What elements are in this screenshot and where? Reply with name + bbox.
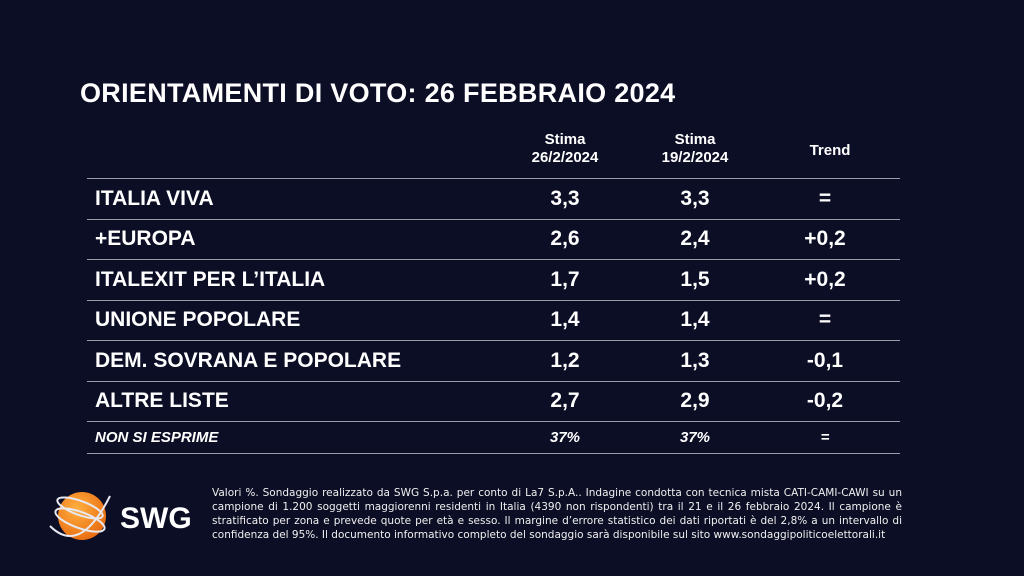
stima-previous: 1,4 [680,308,710,332]
stima-previous: 2,4 [680,227,710,251]
header-date: 26/2/2024 [531,149,599,166]
svg-text:SWG: SWG [120,502,192,535]
party-name: DEM. SOVRANA E POPOLARE [95,348,402,372]
stima-current: 37% [549,429,581,446]
stima-previous: 3,3 [680,186,710,210]
methodology-note: Valori %. Sondaggio realizzato da SWG S.… [212,487,902,541]
table-row: +EUROPA 2,6 2,4 +0,2 [87,220,900,260]
stima-previous: 37% [679,429,711,446]
party-name: NON SI ESPRIME [95,429,219,446]
table-row: DEM. SOVRANA E POPOLARE 1,2 1,3 -0,1 [87,341,900,382]
stima-current: 1,2 [550,348,580,372]
table-row: NON SI ESPRIME 37% 37% = [87,422,900,454]
trend-value: -0,1 [806,348,844,372]
header-trend: Trend [809,142,851,159]
stima-current: 2,7 [550,389,580,413]
party-name: ITALEXIT PER L’ITALIA [95,267,326,291]
table-row: ALTRE LISTE 2,7 2,9 -0,2 [87,382,900,422]
trend-value: = [818,186,832,210]
stima-current: 3,3 [550,186,580,210]
trend-value: -0,2 [806,389,844,413]
swg-logo: SWG [40,486,210,551]
header-stima-current: Stima 26/2/2024 [500,131,630,167]
header-label: Stima [674,131,716,148]
table-row: ITALEXIT PER L’ITALIA 1,7 1,5 +0,2 [87,260,900,301]
stima-current: 1,7 [550,267,580,291]
party-name: UNIONE POPOLARE [95,308,301,332]
stima-previous: 2,9 [680,389,710,413]
trend-value: = [820,429,830,446]
page-title: ORIENTAMENTI DI VOTO: 26 FEBBRAIO 2024 [80,78,676,108]
stima-previous: 1,3 [680,348,710,372]
party-name: +EUROPA [95,227,196,251]
party-name: ALTRE LISTE [95,389,229,413]
header-date: 19/2/2024 [661,149,729,166]
trend-value: +0,2 [804,227,846,251]
trend-value: +0,2 [804,267,846,291]
stima-current: 1,4 [550,308,580,332]
header-stima-previous: Stima 19/2/2024 [630,131,760,167]
header-label: Stima [544,131,586,148]
trend-value: = [818,308,832,332]
party-name: ITALIA VIVA [95,186,214,210]
stima-previous: 1,5 [680,267,710,291]
table-row: ITALIA VIVA 3,3 3,3 = [87,179,900,220]
stima-current: 2,6 [550,227,580,251]
poll-table: ITALIA VIVA 3,3 3,3 = +EUROPA 2,6 2,4 +0,2 ITALE… [87,178,900,454]
table-row: UNIONE POPOLARE 1,4 1,4 = [87,301,900,341]
